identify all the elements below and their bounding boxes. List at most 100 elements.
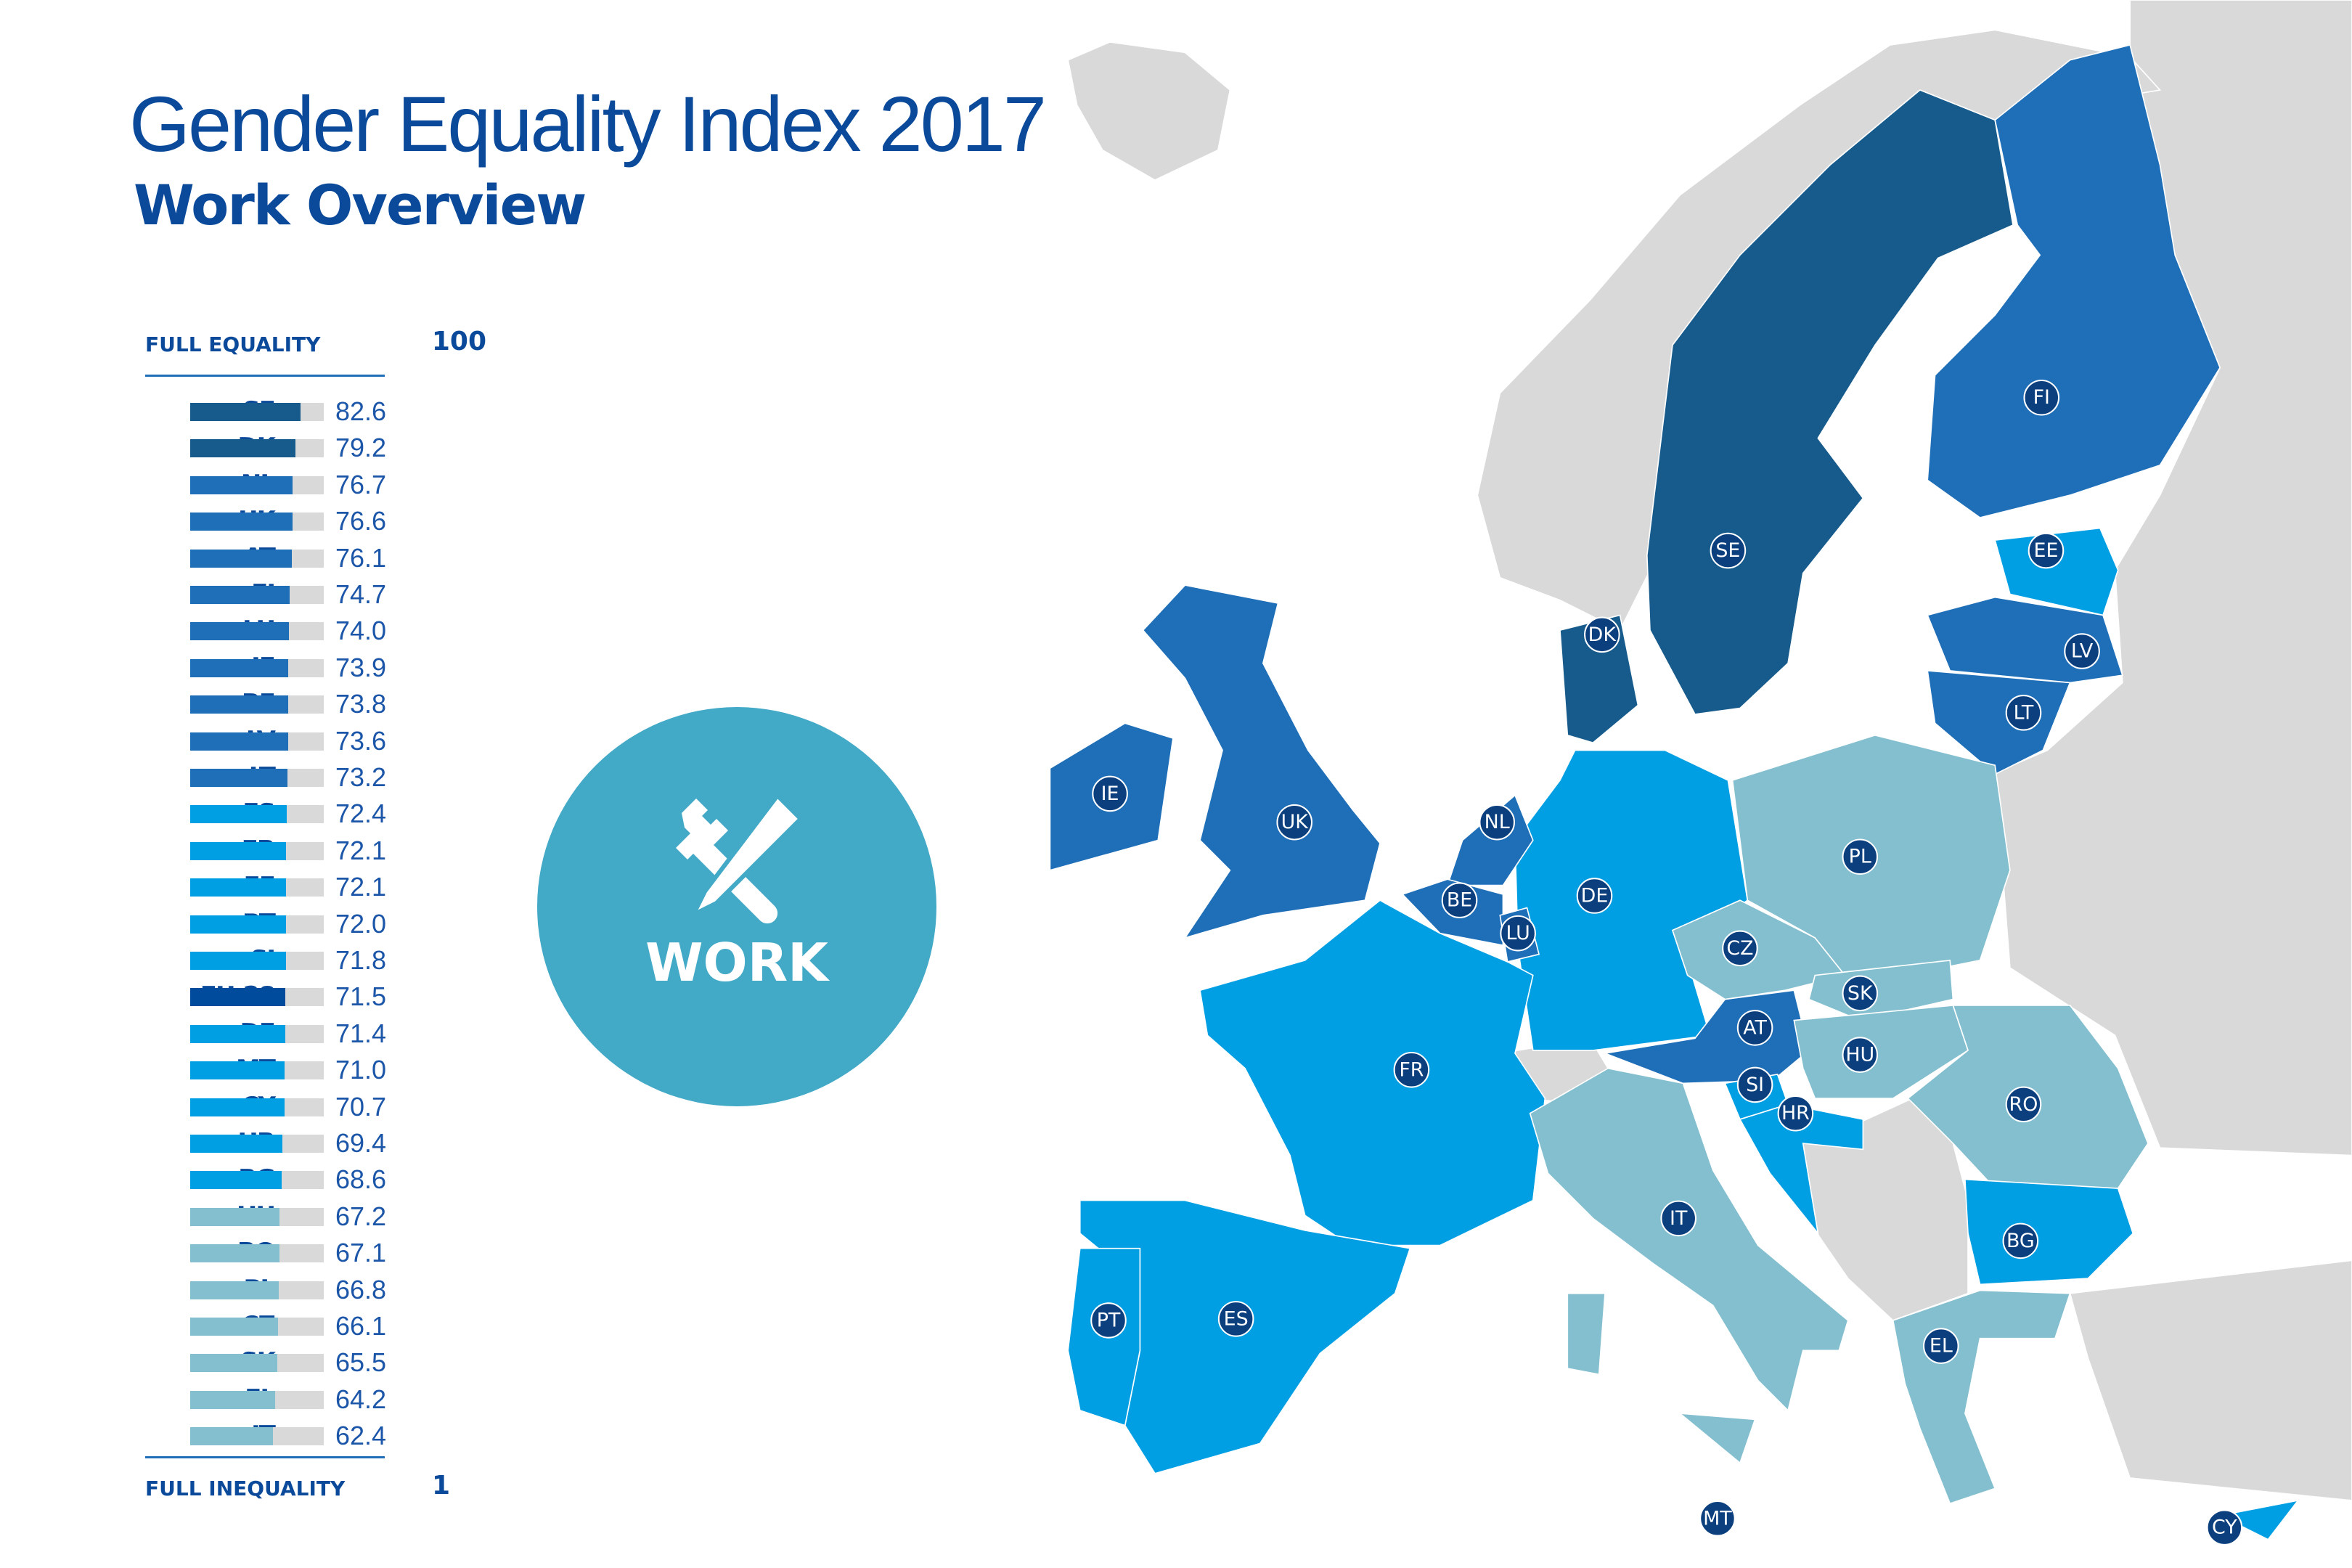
country-label-se: SE	[1710, 532, 1747, 569]
country-label-lu: LU	[1500, 915, 1536, 952]
label-text: DE	[1581, 884, 1609, 907]
bar-value: 79.2	[335, 433, 387, 463]
bar-track	[190, 988, 324, 1007]
bar-value: 72.0	[335, 908, 387, 939]
bar-track	[190, 1427, 324, 1446]
label-text: PL	[1849, 846, 1871, 868]
bar-track	[190, 403, 324, 421]
country-lt	[1927, 670, 2071, 775]
bar-value: 71.4	[335, 1018, 387, 1048]
bar-de	[190, 1024, 285, 1043]
bar-row-si: SI 71.8	[102, 942, 407, 979]
bar-uk	[190, 513, 293, 531]
bar-el	[190, 1390, 276, 1409]
country-label-hr: HR	[1777, 1095, 1814, 1132]
label-text: UK	[1281, 811, 1310, 833]
bar-es	[190, 805, 287, 824]
country-it	[1529, 1067, 1849, 1412]
bar-row-lv: LV 73.6	[102, 723, 407, 759]
bar-track	[190, 1244, 324, 1263]
country-label-ee: EE	[2028, 532, 2065, 569]
label-badge	[2005, 1086, 2042, 1123]
label-badge	[2206, 1509, 2243, 1545]
label-text: SI	[1746, 1074, 1764, 1096]
label-badge	[1500, 915, 1536, 952]
bar-track	[190, 1354, 324, 1373]
country-label-lt: LT	[2005, 695, 2042, 731]
bar-row-uk: UK 76.6	[102, 503, 407, 539]
bar-track	[190, 805, 324, 824]
bar-track	[190, 1061, 324, 1080]
label-text: RO	[2009, 1093, 2038, 1116]
bar-value: 73.8	[335, 689, 387, 719]
bar-se	[190, 403, 301, 421]
bar-track	[190, 439, 324, 458]
bar-mt	[190, 1061, 285, 1080]
bar-value: 71.0	[335, 1055, 387, 1085]
bar-row-el: EL 64.2	[102, 1381, 407, 1418]
label-badge	[2005, 695, 2042, 731]
bar-nl	[190, 475, 293, 494]
full-inequality-value: 1	[431, 1471, 450, 1500]
bar-track	[190, 513, 324, 531]
non-eu-balk	[1799, 1098, 1969, 1321]
non-eu-is	[1067, 41, 1231, 181]
bar-value: 70.7	[335, 1091, 387, 1122]
country-it	[1678, 1413, 1756, 1464]
bar-row-bg: BG 68.6	[102, 1161, 407, 1198]
bar-row-lu: LU 74.0	[102, 613, 407, 649]
bar-value: 76.7	[335, 469, 387, 499]
wrench-pencil-icon	[676, 792, 804, 924]
label-text: IE	[1101, 783, 1119, 805]
bar-fi	[190, 586, 290, 604]
full-equality-value: 100	[431, 327, 486, 356]
country-hu	[1793, 1004, 1969, 1099]
country-label-lv: LV	[2064, 633, 2100, 669]
country-label-bg: BG	[2002, 1222, 2039, 1259]
label-badge	[1710, 532, 1747, 569]
bar-value: 73.6	[335, 725, 387, 756]
label-text: DK	[1588, 624, 1617, 646]
country-el	[1892, 1289, 2071, 1505]
label-badge	[1777, 1095, 1814, 1132]
bar-track	[190, 1390, 324, 1409]
bar-track	[190, 549, 324, 568]
country-label-fi: FI	[2023, 379, 2060, 416]
country-label-be: BE	[1441, 882, 1478, 918]
full-equality-row: FULL EQUALITY 100	[145, 327, 486, 363]
bar-track	[190, 732, 324, 751]
label-badge	[1393, 1051, 1430, 1088]
bar-it	[190, 1427, 274, 1446]
bar-value: 73.9	[335, 652, 387, 682]
bar-row-ee: EE 72.1	[102, 869, 407, 905]
label-text: SK	[1847, 982, 1874, 1005]
country-uk	[1142, 584, 1381, 939]
country-label-si: SI	[1736, 1066, 1773, 1103]
label-text: CZ	[1726, 937, 1753, 960]
bar-track	[190, 1024, 324, 1043]
label-text: FI	[2033, 386, 2050, 409]
bar-row-ie: IE 73.9	[102, 650, 407, 686]
bar-dk	[190, 439, 296, 458]
country-fr	[1199, 899, 1546, 1246]
label-text: HR	[1781, 1102, 1810, 1124]
bar-row-ro: RO 67.1	[102, 1235, 407, 1271]
label-badge	[2028, 532, 2065, 569]
country-label-sk: SK	[1842, 975, 1879, 1012]
country-fi	[1927, 44, 2221, 519]
bar-track	[190, 1207, 324, 1226]
bar-row-dk: DK 79.2	[102, 430, 407, 466]
label-badge	[1479, 804, 1515, 841]
bar-cy	[190, 1098, 285, 1116]
label-text: NL	[1485, 811, 1510, 833]
full-inequality-row: FULL INEQUALITY 1	[145, 1471, 486, 1507]
bar-track	[190, 841, 324, 860]
bar-value: 71.8	[335, 945, 387, 975]
bar-track	[190, 1098, 324, 1116]
country-label-el: EL	[1923, 1328, 1959, 1364]
label-badge	[1722, 930, 1758, 967]
country-label-at: AT	[1736, 1010, 1773, 1046]
domain-badge-label: WORK	[645, 932, 828, 993]
label-badge	[1584, 616, 1620, 653]
bar-lv	[190, 732, 288, 751]
